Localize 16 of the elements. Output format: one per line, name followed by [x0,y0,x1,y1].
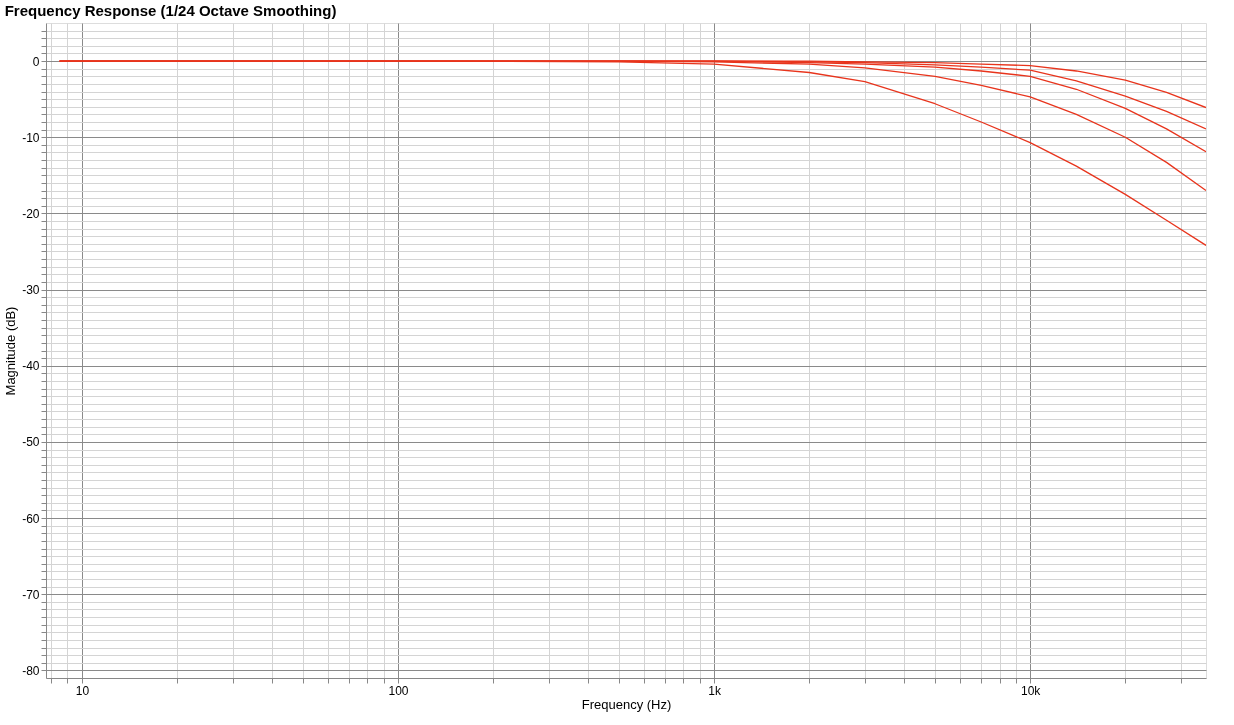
chart-title: Frequency Response (1/24 Octave Smoothing) [4,2,337,19]
y-tick-label: -80 [22,663,40,678]
x-tick-label: 10 [75,683,90,698]
y-tick-label: -40 [22,359,40,374]
x-axis-title: Frequency (Hz) [581,696,672,712]
y-tick-label: -20 [22,206,40,221]
y-tick-label: 0 [32,54,40,69]
x-tick-label: 1k [708,683,722,698]
y-tick-label: -70 [22,587,40,602]
x-tick-label: 10k [1020,683,1042,698]
y-tick-label: -30 [22,283,40,298]
y-tick-label: -10 [22,130,40,145]
y-axis-title: Magnitude (dB) [3,306,19,396]
x-tick-label: 100 [388,683,409,698]
y-tick-label: -60 [22,511,40,526]
y-tick-label: -50 [22,435,40,450]
